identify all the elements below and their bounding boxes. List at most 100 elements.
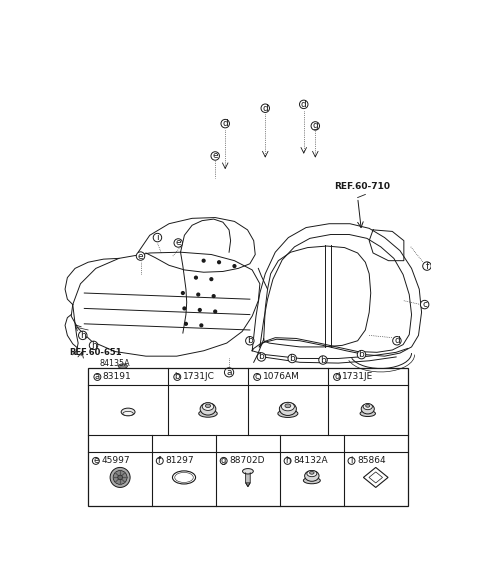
Ellipse shape	[307, 471, 317, 476]
Ellipse shape	[360, 411, 375, 417]
Text: REF.60-651: REF.60-651	[69, 347, 121, 357]
Text: d: d	[301, 100, 307, 109]
Circle shape	[210, 278, 213, 281]
Circle shape	[319, 356, 327, 364]
Circle shape	[156, 457, 163, 464]
Ellipse shape	[118, 364, 127, 368]
Text: b: b	[289, 354, 295, 363]
Bar	[246, 472, 250, 483]
Text: 84132A: 84132A	[293, 457, 327, 465]
Circle shape	[225, 368, 234, 377]
Text: b: b	[320, 356, 326, 364]
Circle shape	[393, 336, 401, 345]
Ellipse shape	[202, 403, 214, 410]
Ellipse shape	[366, 404, 370, 407]
Ellipse shape	[121, 408, 135, 416]
Text: 1731JC: 1731JC	[183, 372, 215, 382]
Circle shape	[261, 104, 269, 113]
Circle shape	[217, 261, 220, 264]
Text: h: h	[80, 331, 85, 340]
Text: d: d	[263, 104, 268, 113]
Circle shape	[420, 300, 429, 309]
Circle shape	[118, 475, 122, 480]
Text: 45997: 45997	[101, 457, 130, 465]
Ellipse shape	[278, 410, 298, 418]
Text: 85864: 85864	[357, 457, 385, 465]
Circle shape	[246, 336, 254, 345]
Ellipse shape	[205, 404, 211, 407]
Ellipse shape	[361, 404, 374, 414]
Circle shape	[79, 331, 87, 340]
Ellipse shape	[310, 471, 314, 474]
Text: d: d	[222, 119, 228, 128]
Circle shape	[357, 350, 366, 359]
Circle shape	[221, 119, 229, 128]
Text: i: i	[156, 233, 159, 242]
Text: 84135A: 84135A	[100, 359, 131, 368]
Circle shape	[257, 353, 265, 361]
Ellipse shape	[200, 403, 216, 415]
Text: g: g	[312, 121, 318, 130]
Circle shape	[89, 341, 98, 350]
Circle shape	[174, 374, 181, 381]
Ellipse shape	[363, 404, 372, 410]
Ellipse shape	[123, 411, 133, 415]
Circle shape	[181, 292, 184, 295]
Circle shape	[233, 265, 236, 267]
Circle shape	[200, 324, 203, 327]
Text: b: b	[359, 350, 364, 359]
Circle shape	[92, 457, 99, 464]
Text: b: b	[175, 372, 180, 382]
Text: REF.60-710: REF.60-710	[335, 182, 391, 191]
Circle shape	[214, 310, 216, 313]
Ellipse shape	[279, 403, 296, 415]
Text: b: b	[247, 336, 253, 345]
Text: h: h	[285, 457, 290, 465]
Text: b: b	[259, 353, 264, 361]
Circle shape	[113, 471, 127, 485]
Circle shape	[94, 374, 101, 381]
Text: i: i	[350, 457, 353, 465]
Polygon shape	[246, 483, 250, 487]
Circle shape	[202, 259, 205, 262]
Text: 83191: 83191	[103, 372, 132, 382]
Bar	[88, 368, 408, 505]
Text: 81297: 81297	[165, 457, 194, 465]
Text: d: d	[394, 336, 400, 345]
Circle shape	[423, 262, 431, 270]
Circle shape	[198, 309, 201, 311]
Ellipse shape	[285, 404, 291, 408]
Circle shape	[136, 252, 145, 260]
Text: e: e	[138, 252, 144, 260]
Text: f: f	[158, 457, 161, 465]
Circle shape	[334, 374, 340, 381]
Circle shape	[284, 457, 291, 464]
Text: d: d	[335, 372, 340, 382]
Circle shape	[197, 293, 200, 296]
Text: h: h	[91, 341, 96, 350]
Circle shape	[110, 468, 130, 487]
Text: c: c	[255, 372, 260, 382]
Circle shape	[212, 295, 215, 297]
Circle shape	[174, 239, 182, 247]
Circle shape	[288, 354, 297, 363]
Ellipse shape	[281, 403, 294, 411]
Ellipse shape	[199, 410, 217, 417]
Text: e: e	[175, 238, 181, 248]
Circle shape	[300, 100, 308, 109]
Text: e: e	[212, 152, 218, 160]
Ellipse shape	[242, 469, 253, 474]
Circle shape	[311, 121, 320, 130]
Circle shape	[183, 307, 186, 310]
Text: f: f	[425, 261, 429, 271]
Text: a: a	[95, 372, 100, 382]
Ellipse shape	[303, 477, 320, 484]
Text: 1731JE: 1731JE	[342, 372, 374, 382]
Circle shape	[194, 276, 197, 279]
Circle shape	[220, 457, 227, 464]
Text: a: a	[226, 368, 232, 377]
Text: g: g	[221, 457, 227, 465]
Text: c: c	[422, 300, 427, 309]
Ellipse shape	[305, 471, 319, 481]
Text: e: e	[93, 457, 98, 465]
